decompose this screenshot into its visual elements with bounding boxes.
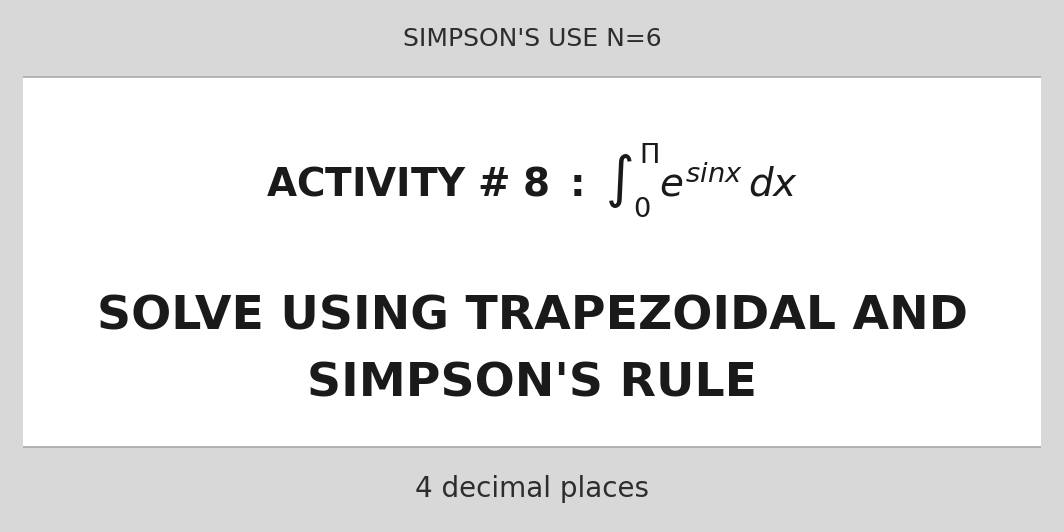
Bar [23,447,1041,532]
Text: SIMPSON'S USE N=6: SIMPSON'S USE N=6 [402,27,662,51]
Bar [23,0,1041,77]
Text: SIMPSON'S RULE: SIMPSON'S RULE [307,362,757,406]
Text: $\mathbf{ACTIVITY\ \#\ 8\ :}\ \int_0^{\Pi} e^{sinx}\,dx$: $\mathbf{ACTIVITY\ \#\ 8\ :}\ \int_0^{\P… [266,142,798,220]
Text: 4 decimal places: 4 decimal places [415,476,649,503]
Bar [23,77,1041,447]
Text: SOLVE USING TRAPEZOIDAL AND: SOLVE USING TRAPEZOIDAL AND [97,295,967,340]
